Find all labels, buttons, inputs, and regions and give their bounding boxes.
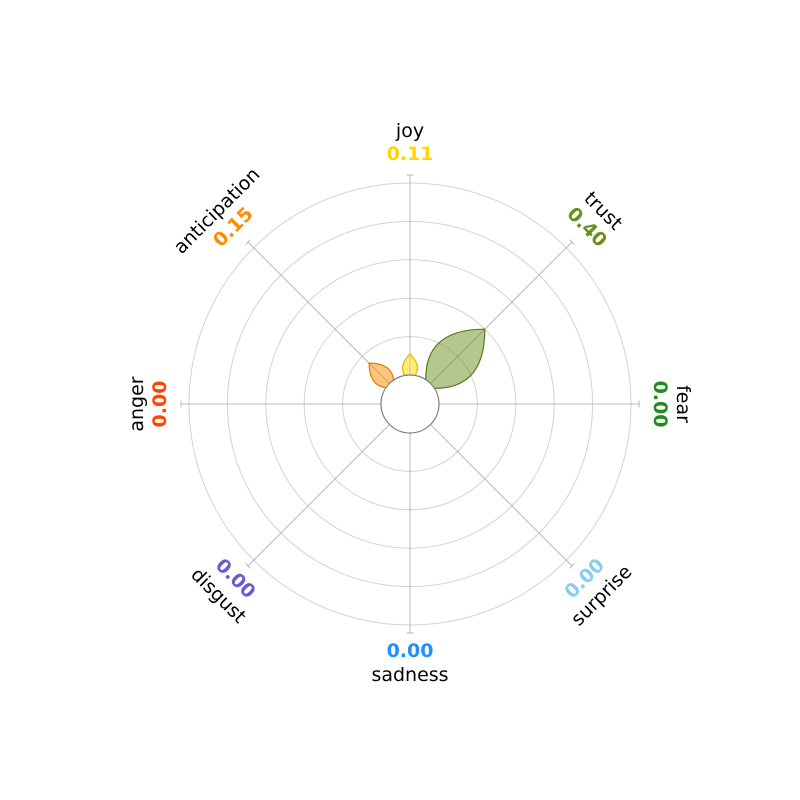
- value-label-sadness: 0.00: [387, 640, 434, 662]
- value-label-fear: 0.00: [649, 381, 671, 428]
- petal-anticipation: [368, 362, 395, 389]
- spoke-surprise: [430, 424, 573, 567]
- grid-layer: [180, 174, 640, 634]
- label-joy: joy: [395, 120, 424, 142]
- value-label-joy: 0.11: [387, 143, 434, 165]
- petal-layer: [368, 328, 486, 434]
- label-fear: fear: [672, 385, 694, 423]
- spoke-tick-anticipation: [245, 239, 251, 245]
- spoke-tick-disgust: [245, 563, 251, 569]
- center-hub: [380, 374, 440, 434]
- label-sadness: sadness: [371, 664, 448, 686]
- spoke-tick-surprise: [569, 563, 575, 569]
- spoke-disgust: [247, 424, 390, 567]
- label-anger: anger: [126, 376, 148, 431]
- petal-joy: [401, 353, 419, 382]
- spoke-anticipation: [247, 241, 390, 384]
- label-group-anger: anger 0.00: [126, 376, 171, 431]
- petal-trust: [425, 328, 486, 389]
- spoke-tick-trust: [569, 239, 575, 245]
- value-label-anger: 0.00: [149, 381, 171, 428]
